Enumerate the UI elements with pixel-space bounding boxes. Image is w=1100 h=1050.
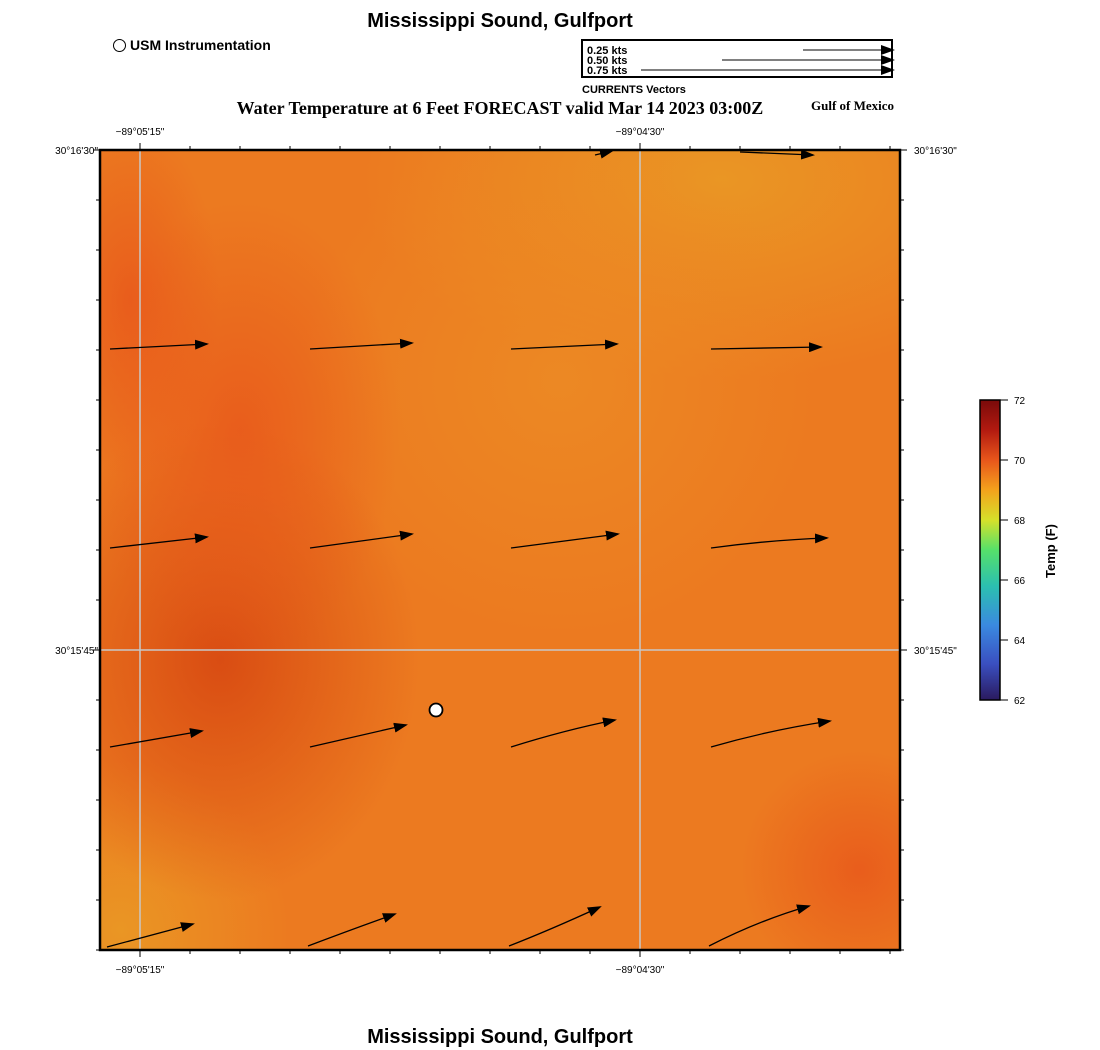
map-subtitle: Water Temperature at 6 Feet FORECAST val… (236, 98, 764, 118)
current-arrow (307, 913, 397, 947)
current-arrow (594, 148, 614, 159)
current-arrow (510, 530, 620, 549)
vector-label-050: 0.50 kts (587, 55, 628, 67)
current-arrow (710, 717, 832, 748)
map-title: Mississippi Sound, Gulfport (367, 10, 633, 32)
lat-label-left-1: 30°16'30" (55, 146, 98, 157)
legend-vector-arrows (641, 45, 895, 75)
current-arrow (508, 906, 602, 947)
lon-label-bottom-1: −89°05'15" (116, 965, 165, 976)
current-arrows (106, 148, 832, 948)
current-arrow (309, 338, 414, 350)
colorbar-tick: 68 (1014, 516, 1026, 527)
temperature-colorbar: 72 70 68 66 64 62 (979, 396, 1026, 707)
current-vector-legend: 0.25 kts 0.50 kts 0.75 kts (581, 39, 893, 78)
current-arrow (109, 533, 209, 549)
station-legend-label: USM Instrumentation (130, 37, 271, 53)
current-arrow (710, 533, 829, 549)
lon-label-top-1: −89°05'15" (116, 127, 165, 138)
colorbar-tick: 66 (1014, 576, 1026, 587)
station-legend: USM Instrumentation (113, 37, 271, 53)
lat-label-right-2: 30°15'45" (914, 646, 957, 657)
region-label: Gulf of Mexico (811, 98, 895, 113)
colorbar-tick: 62 (1014, 696, 1026, 707)
footer-title: Mississippi Sound, Gulfport (367, 1026, 633, 1048)
current-arrow (510, 339, 619, 350)
current-arrow (106, 922, 195, 948)
current-arrow (510, 717, 617, 748)
lat-label-left-2: 30°15'45" (55, 646, 98, 657)
current-arrow (739, 149, 815, 160)
current-arrow (708, 904, 811, 947)
colorbar-tick: 64 (1014, 636, 1026, 647)
colorbar-tick: 70 (1014, 456, 1026, 467)
lon-label-bottom-2: −89°04'30" (616, 965, 665, 976)
vector-label-025: 0.25 kts (587, 45, 628, 57)
usm-station-marker[interactable] (428, 702, 444, 718)
current-arrow (109, 728, 204, 748)
vector-legend-caption: CURRENTS Vectors (582, 84, 686, 96)
current-arrow (109, 339, 209, 350)
lat-label-right-1: 30°16'30" (914, 146, 957, 157)
current-arrow (710, 342, 823, 353)
lon-label-top-2: −89°04'30" (616, 127, 665, 138)
station-marker-icon (113, 38, 126, 52)
current-arrow (309, 530, 414, 549)
current-arrow (309, 722, 408, 748)
vector-label-075: 0.75 kts (587, 65, 628, 77)
colorbar-title: Temp (F) (1043, 524, 1058, 578)
colorbar-tick: 72 (1014, 396, 1026, 407)
